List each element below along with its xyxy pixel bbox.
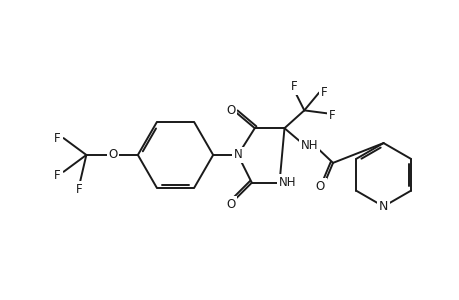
Text: F: F: [291, 80, 297, 93]
Text: F: F: [54, 169, 61, 182]
Text: NH: NH: [300, 139, 317, 152]
Text: N: N: [233, 148, 242, 161]
Text: F: F: [320, 86, 327, 99]
Text: O: O: [315, 180, 324, 193]
Text: N: N: [378, 200, 387, 213]
Text: NH: NH: [278, 176, 296, 189]
Text: O: O: [226, 104, 235, 117]
Text: O: O: [108, 148, 118, 161]
Text: F: F: [328, 109, 335, 122]
Text: F: F: [54, 132, 61, 145]
Text: O: O: [226, 198, 235, 211]
Text: F: F: [76, 183, 83, 196]
